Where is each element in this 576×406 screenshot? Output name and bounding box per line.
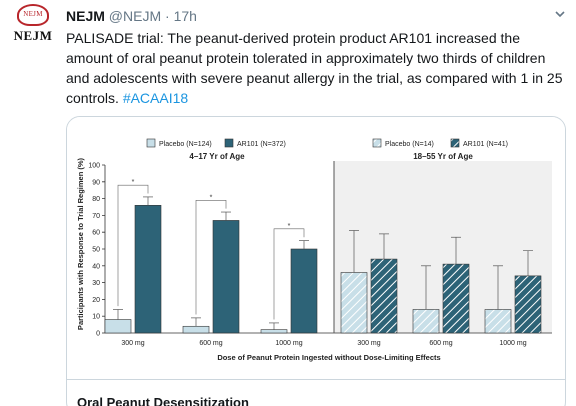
bar [260,329,288,334]
bar [182,325,210,334]
legend-swatch [372,138,382,148]
x-tick-label: 600 mg [199,340,222,347]
avatar-seal-text: NEJM [23,10,43,18]
x-axis-title: Dose of Peanut Protein Ingested without … [217,353,440,362]
chart-y-axis-title-holder: Participants with Response to Trial Regi… [76,157,85,331]
avatar-wordmark: NEJM [13,28,53,43]
account-handle[interactable]: @NEJM [108,8,162,24]
significance-mark: * [210,194,213,201]
legend-label: AR101 (N=41) [463,141,508,148]
bar [484,309,512,334]
y-tick-label: 80 [92,196,100,203]
legend-label: AR101 (N=372) [237,141,286,148]
x-tick-label: 1000 mg [275,340,302,347]
bar [340,272,368,334]
bar [442,263,470,334]
y-tick-label: 20 [92,297,100,304]
y-tick-label: 10 [92,314,100,321]
legend-label: Placebo (N=124) [159,141,212,148]
bar [412,309,440,334]
avatar-seal: NEJM [17,4,49,26]
legend-swatch [450,138,460,148]
bar [104,319,132,334]
legend-swatch [146,138,156,148]
y-tick-label: 60 [92,230,100,237]
card-divider [67,379,565,380]
x-tick-label: 300 mg [121,340,144,347]
y-tick-label: 70 [92,213,100,220]
tweet-header: NEJM @NEJM · 17h [66,8,566,28]
hashtag-link[interactable]: #ACAAI18 [122,90,189,106]
y-tick-label: 30 [92,280,100,287]
y-tick-label: 0 [96,331,100,338]
y-tick-label: 90 [92,179,100,186]
account-name[interactable]: NEJM [66,8,105,24]
significance-bracket [117,184,149,307]
card-title[interactable]: Oral Peanut Desensitization [77,395,249,406]
x-tick-label: 300 mg [357,340,380,347]
link-card[interactable]: 0 10 20 30 40 50 60 70 80 90 100 Placebo (N=124) AR1… [66,116,566,406]
x-tick-label: 1000 mg [499,340,526,347]
significance-mark: * [132,179,135,186]
tweet-text: PALISADE trial: The peanut-derived prote… [66,28,566,108]
header-separator: · [165,8,170,24]
significance-bracket [195,199,227,315]
bar-chart: 0 10 20 30 40 50 60 70 80 90 100 Placebo (N=124) AR1… [88,138,552,362]
y-tick-label: 40 [92,263,100,270]
bar [134,205,162,334]
x-tick-label: 600 mg [429,340,452,347]
y-tick-label: 50 [92,247,100,254]
bar [514,275,542,334]
tweet-timestamp[interactable]: 17h [173,8,197,24]
bar [290,248,318,334]
significance-mark: * [288,223,291,230]
legend-swatch [224,138,234,148]
bar [370,258,398,334]
significance-bracket [273,228,305,320]
avatar[interactable]: NEJM NEJM [10,4,56,50]
legend-label: Placebo (N=14) [385,141,434,148]
tweet-body: PALISADE trial: The peanut-derived prote… [66,30,563,106]
panel-title: 18–55 Yr of Age [413,152,473,161]
chart-figure: 0 10 20 30 40 50 60 70 80 90 100 Placebo (N=124) AR1… [67,117,565,379]
panel-title: 4–17 Yr of Age [189,152,245,161]
y-tick-label: 100 [88,163,100,170]
bar [212,220,240,334]
chevron-down-icon[interactable] [554,8,566,23]
